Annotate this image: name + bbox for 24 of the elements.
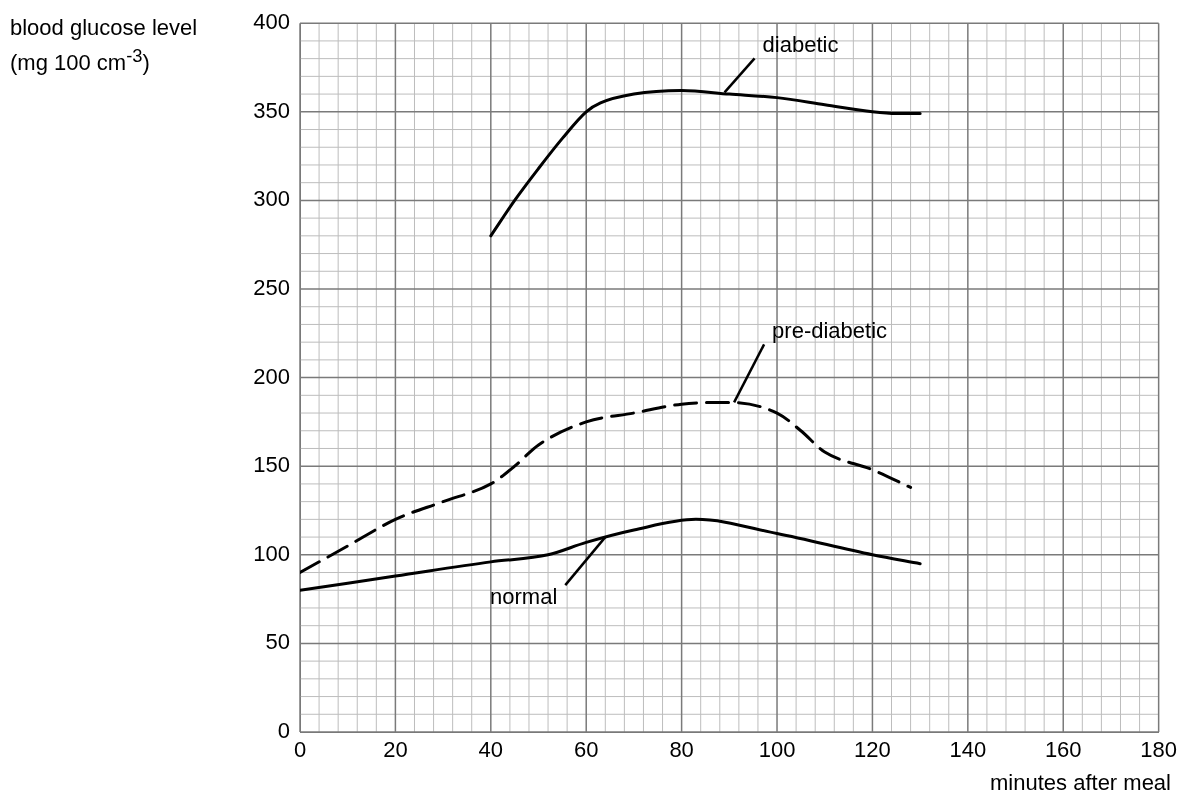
annotation: diabetic: [762, 31, 839, 57]
x-tick-label: 0: [293, 737, 307, 763]
y-tick-label: 150: [253, 452, 290, 478]
x-axis-title: minutes after meal: [990, 770, 1171, 796]
x-tick-label: 80: [669, 737, 694, 763]
y-tick-label: 350: [253, 97, 290, 123]
x-tick-label: 100: [758, 737, 796, 763]
y-tick-label: 0: [277, 718, 290, 744]
x-tick-label: 180: [1140, 737, 1178, 763]
x-tick-label: 20: [383, 737, 408, 763]
y-tick-label: 300: [253, 186, 290, 212]
x-tick-label: 40: [478, 737, 504, 763]
x-tick-label: 140: [949, 737, 987, 763]
annotation: normal: [490, 583, 558, 609]
y-tick-label: 200: [253, 363, 290, 389]
y-tick-label: 100: [253, 540, 290, 566]
x-tick-label: 120: [854, 737, 891, 763]
x-tick-label: 60: [573, 737, 599, 763]
y-tick-label: 250: [253, 275, 290, 301]
annotation: pre-diabetic: [772, 317, 888, 343]
y-tick-label: 50: [265, 629, 290, 655]
x-tick-label: 160: [1044, 737, 1082, 763]
y-axis-title: blood glucose level (mg 100 cm$^{-3}$): [10, 14, 198, 78]
y-tick-label: 400: [253, 9, 290, 35]
